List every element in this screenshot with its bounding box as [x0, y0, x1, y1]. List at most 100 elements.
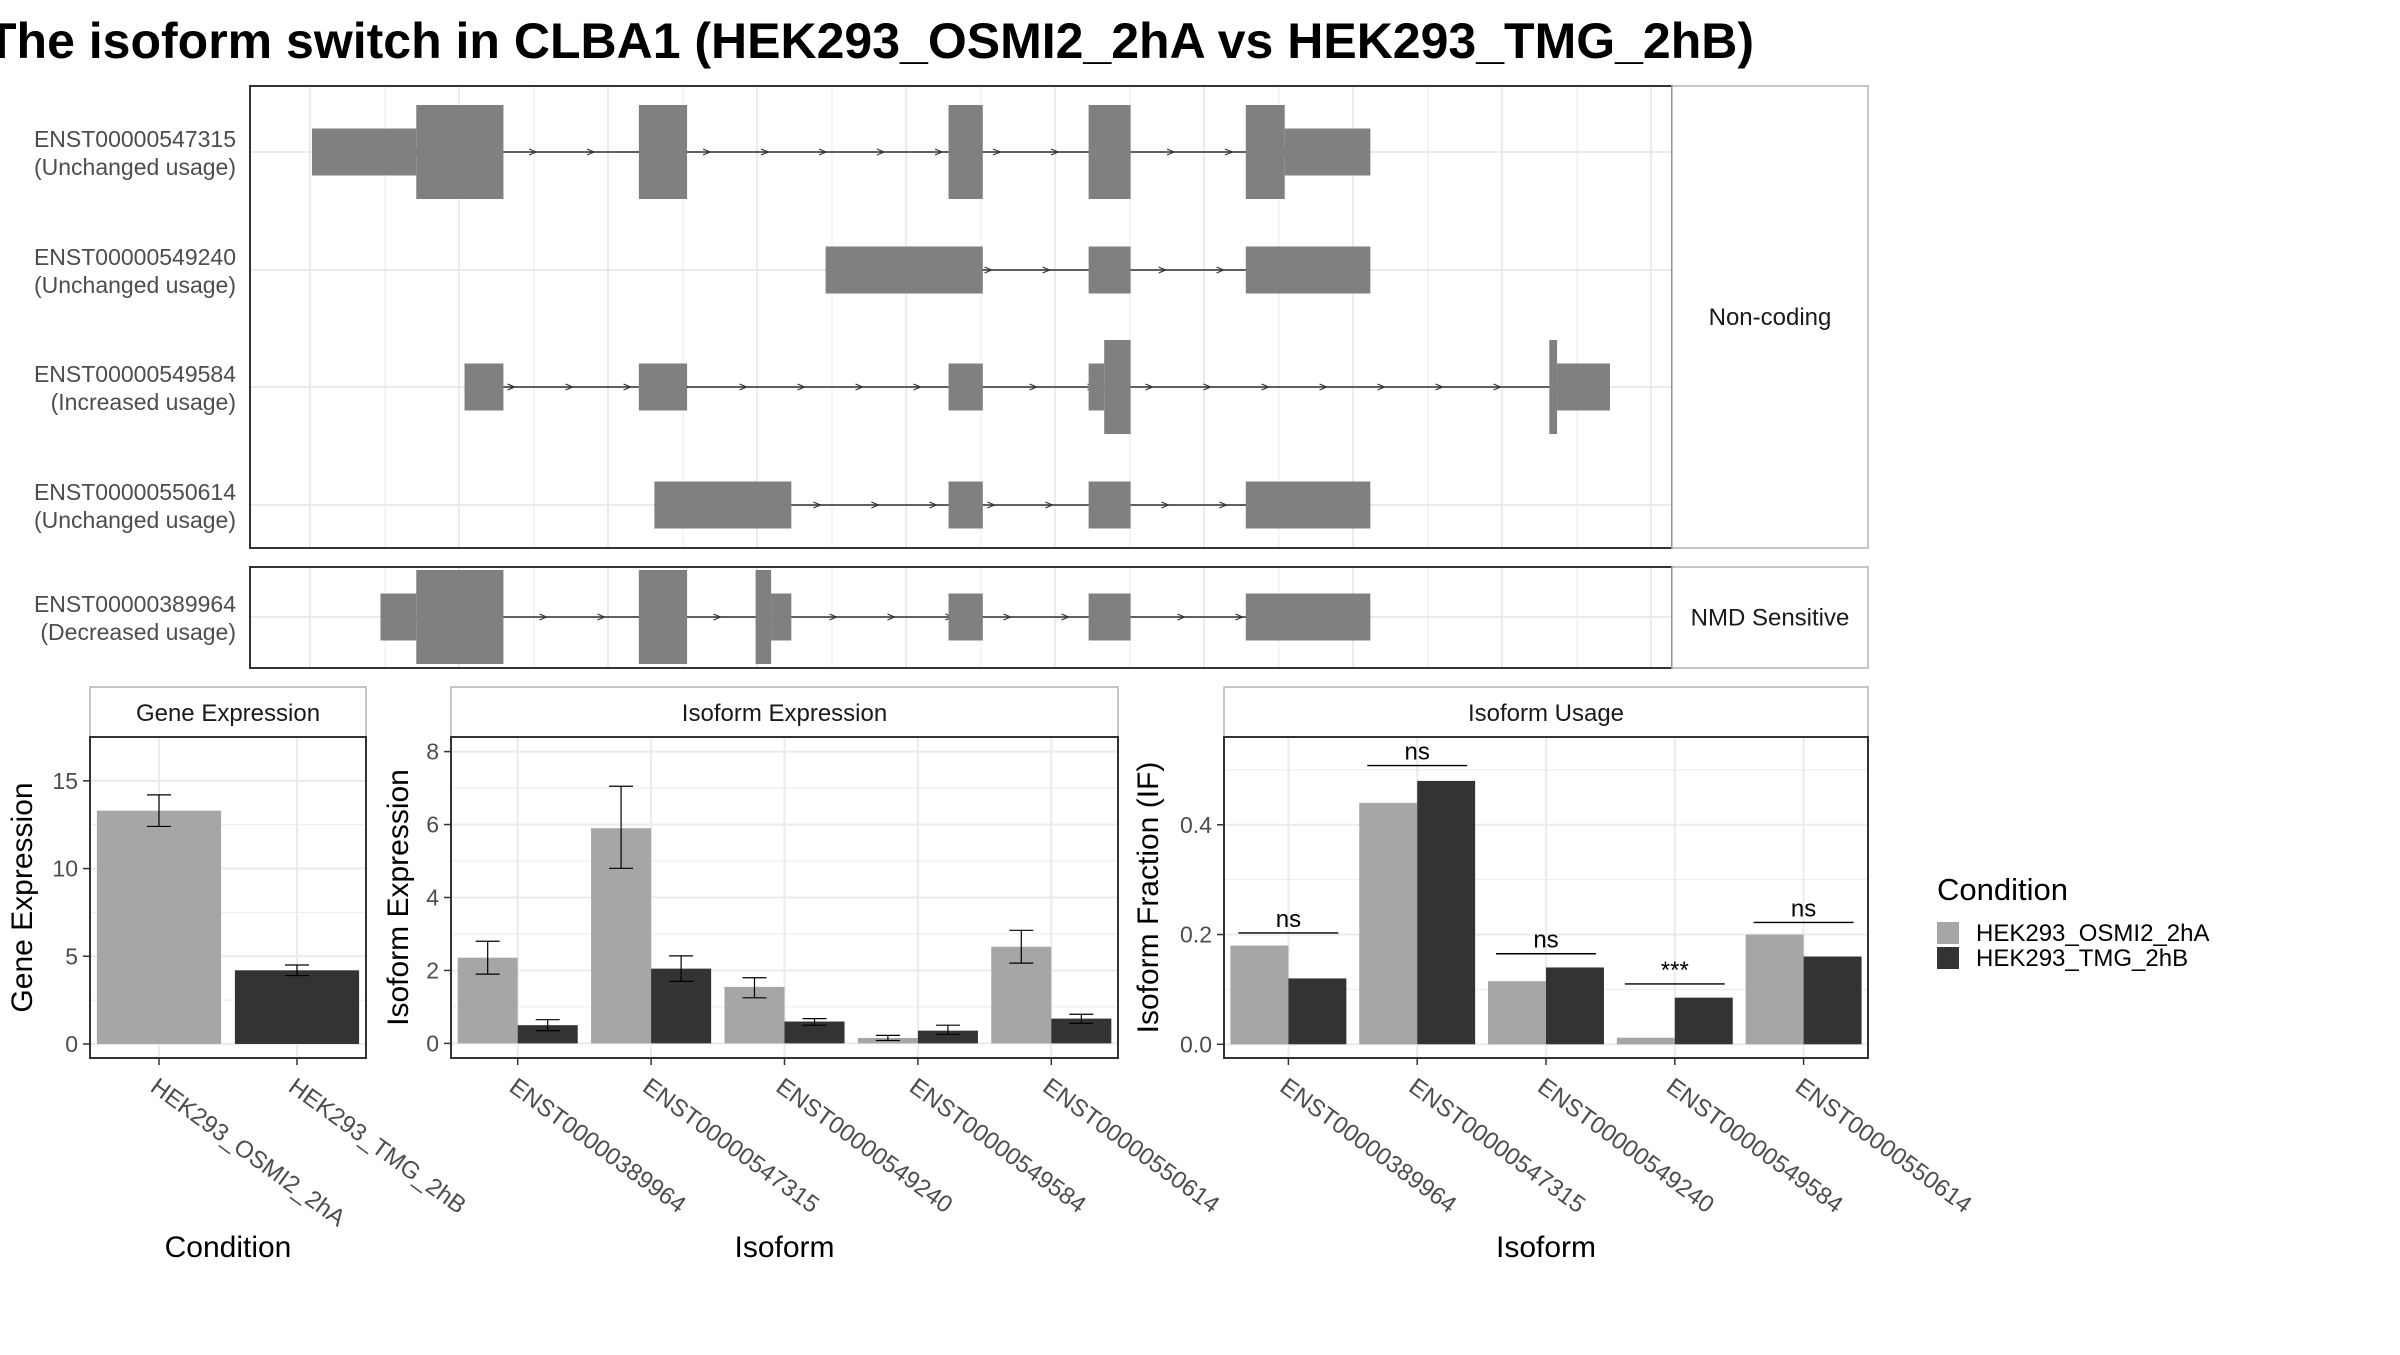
exon-coding: [948, 105, 983, 199]
bar: [1417, 780, 1476, 1045]
facet-strip: [1671, 85, 1869, 549]
transcript-facet-2: NMD Sensitive: [249, 566, 1869, 669]
exon-utr: [638, 363, 688, 411]
exon-coding: [1245, 105, 1285, 199]
exon-utr: [464, 363, 504, 411]
direction-arrow: [1216, 266, 1226, 274]
bar: [1674, 997, 1733, 1045]
panel-strip: [450, 686, 1119, 738]
y-axis-title: Isoform Fraction (IF): [1132, 762, 1165, 1034]
legend-label: HEK293_OSMI2_2hA: [1976, 920, 2209, 947]
transcript-track: [654, 481, 1371, 529]
transcript-facet-1: Non-coding: [249, 85, 1869, 549]
transcript-usage-label: (Unchanged usage): [34, 154, 236, 180]
direction-arrow: [623, 383, 633, 391]
panel-border: [89, 736, 367, 1059]
y-tick-label: 6: [426, 812, 439, 838]
direction-arrow: [565, 383, 575, 391]
bar: [1745, 934, 1804, 1045]
exon-utr: [1245, 481, 1371, 529]
exon-utr: [948, 363, 983, 411]
transcript-track: [380, 570, 1371, 664]
exon-utr: [825, 246, 983, 294]
significance-label: ns: [1276, 906, 1301, 933]
direction-arrow: [876, 148, 886, 156]
transcript-id-label: ENST00000550614: [34, 479, 236, 505]
bar: [234, 970, 360, 1044]
direction-arrow: [1145, 383, 1155, 391]
legend-label: HEK293_TMG_2hB: [1976, 945, 2188, 972]
legend-swatch: [1937, 947, 1959, 969]
direction-arrow: [702, 148, 712, 156]
y-tick-label: 5: [65, 943, 78, 969]
bar: [517, 1025, 578, 1044]
chart-panel-2: Isoform Expression02468ENST00000389964EN…: [382, 686, 1224, 1264]
panel-title: Isoform Expression: [682, 700, 887, 727]
direction-arrow: [871, 501, 880, 509]
y-tick-label: 2: [426, 957, 439, 983]
direction-arrow: [797, 383, 807, 391]
exon-coding: [638, 570, 688, 664]
direction-arrow: [1219, 501, 1228, 509]
bar: [1488, 981, 1546, 1045]
direction-arrow: [887, 613, 897, 621]
exon-utr: [1245, 246, 1371, 294]
bar: [1359, 802, 1418, 1045]
y-axis-title: Gene Expression: [6, 782, 39, 1012]
panel-title: Isoform Usage: [1468, 700, 1624, 727]
bar: [1288, 978, 1347, 1045]
transcript-track: [464, 340, 1610, 434]
transcript-id-label: ENST00000389964: [34, 591, 236, 617]
transcript-track: [825, 246, 1371, 294]
transcript-id-label: ENST00000549584: [34, 361, 236, 387]
direction-arrow: [992, 148, 1002, 156]
exon-utr: [1557, 363, 1610, 411]
direction-arrow: [1042, 266, 1052, 274]
facet-strip-label: NMD Sensitive: [1691, 605, 1850, 632]
direction-arrow: [1319, 383, 1329, 391]
exon-coding: [755, 570, 772, 664]
bar: [1616, 1037, 1675, 1045]
direction-arrow: [813, 501, 822, 509]
direction-arrow: [829, 613, 839, 621]
direction-arrow: [1377, 383, 1387, 391]
chart-panel-3: Isoform Usagensnsns***ns0.00.20.4ENST000…: [1132, 686, 1977, 1264]
direction-arrow: [934, 148, 944, 156]
direction-arrow: [1050, 148, 1060, 156]
significance-label: ***: [1661, 957, 1689, 984]
exon-coding: [1549, 340, 1558, 434]
exon-utr: [312, 128, 417, 176]
direction-arrow: [1029, 383, 1039, 391]
transcript-usage-label: (Unchanged usage): [34, 272, 236, 298]
panel-strip: [1223, 686, 1869, 738]
y-tick-label: 0.2: [1180, 922, 1212, 948]
direction-arrow: [1166, 148, 1176, 156]
exon-coding: [416, 105, 504, 199]
x-axis-title: Isoform: [1496, 1231, 1596, 1264]
y-axis-title: Isoform Expression: [382, 769, 415, 1026]
direction-arrow: [929, 501, 938, 509]
facet-strip-label: Non-coding: [1709, 304, 1832, 331]
bar: [917, 1030, 978, 1044]
direction-arrow: [713, 613, 723, 621]
exon-utr: [771, 593, 792, 641]
transcript-id-label: ENST00000549240: [34, 244, 236, 270]
direction-arrow: [1235, 613, 1245, 621]
direction-arrow: [1061, 613, 1071, 621]
transcript-usage-label: (Increased usage): [51, 389, 236, 415]
direction-arrow: [586, 148, 596, 156]
direction-arrow: [539, 613, 549, 621]
direction-arrow: [1177, 613, 1187, 621]
direction-arrow: [818, 148, 828, 156]
legend-swatch: [1937, 922, 1959, 944]
x-axis-title: Isoform: [734, 1231, 834, 1264]
direction-arrow: [760, 148, 770, 156]
exon-utr: [948, 481, 983, 529]
y-tick-label: 8: [426, 739, 439, 765]
significance-label: ns: [1533, 927, 1558, 954]
exon-utr: [1088, 246, 1131, 294]
y-tick-label: 4: [426, 885, 439, 911]
exon-utr: [1284, 128, 1371, 176]
